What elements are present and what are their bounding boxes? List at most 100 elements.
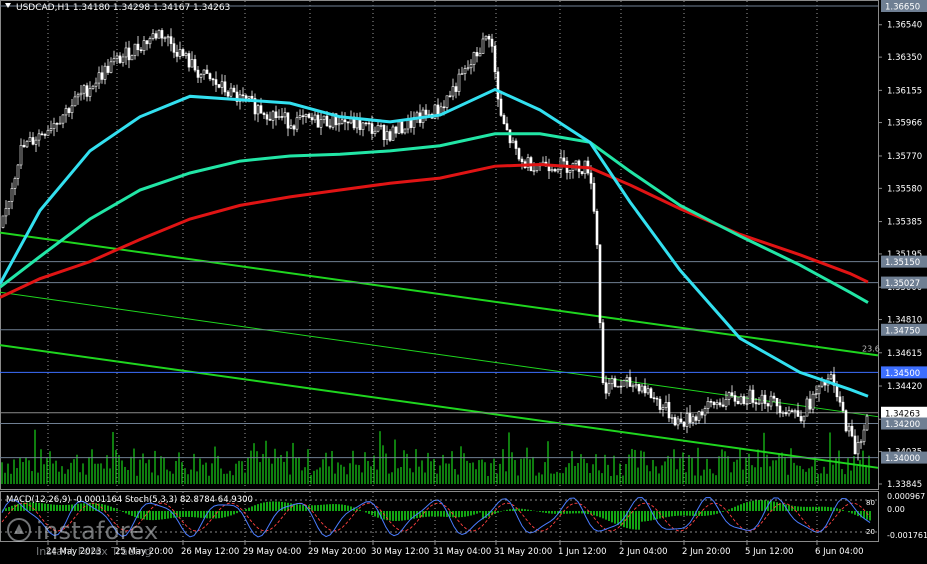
candle-body (718, 402, 722, 406)
candle-body (757, 402, 761, 405)
candle-body (157, 30, 161, 39)
candle-body (649, 388, 653, 398)
candle-body (607, 383, 611, 394)
candle-body (511, 140, 515, 144)
candle-body (85, 85, 89, 97)
stoch-level-label: 80 (866, 499, 875, 507)
level-price-label: 1.36650 (885, 3, 920, 13)
candle-body (280, 116, 284, 118)
time-tick-label: 24 May 2023 (46, 547, 101, 557)
candle-body (778, 405, 782, 414)
level-price-box (881, 417, 927, 430)
candle-body (859, 441, 863, 444)
price-tick-label: 1.36155 (887, 86, 922, 96)
candle-body (19, 144, 23, 166)
candle-body (799, 416, 803, 422)
candle-body (721, 404, 725, 407)
candle-body (70, 105, 74, 113)
candle-body (367, 122, 371, 125)
ma-mid-line (0, 132, 869, 304)
candle-body (490, 38, 494, 47)
level-price-label: 1.34263 (885, 409, 920, 419)
candle-body (169, 36, 173, 44)
candle-body (163, 37, 167, 40)
candle-body (241, 94, 245, 97)
candle-body (145, 40, 149, 45)
candle-body (715, 402, 719, 406)
candle-body (814, 393, 818, 396)
stoch-level-label: 20 (866, 528, 875, 536)
candle-body (289, 125, 293, 129)
candle-body (682, 421, 686, 427)
candle-body (661, 407, 665, 410)
candle-body (127, 47, 131, 61)
candle-body (637, 384, 641, 392)
candle-body (130, 55, 134, 61)
candle-body (526, 157, 530, 168)
candle-body (193, 59, 197, 71)
candle-body (151, 33, 155, 39)
candle-body (115, 55, 119, 59)
price-tick-label: 1.34810 (887, 316, 922, 326)
candle-body (454, 86, 458, 92)
candle-body (811, 393, 815, 410)
ma-slow-line (0, 162, 869, 299)
candle-body (199, 74, 203, 78)
candle-body (709, 401, 713, 403)
candle-body (724, 398, 728, 407)
candle-body (478, 53, 482, 57)
candle-body (46, 130, 50, 136)
time-tick-label: 2 Jun 20:00 (682, 547, 731, 557)
candle-body (97, 72, 101, 84)
candle-body (580, 171, 584, 175)
candle-body (220, 81, 224, 88)
candle-body (853, 435, 857, 455)
candle-body (838, 396, 842, 403)
candle-body (733, 395, 737, 402)
channel-lower-line (0, 344, 879, 469)
candle-body (862, 429, 866, 443)
level-price-box (881, 0, 927, 12)
candle-body (388, 131, 392, 141)
candle-body (748, 389, 752, 404)
candle-body (469, 64, 473, 69)
time-tick-label: 31 May 20:00 (494, 547, 552, 557)
candle-body (37, 133, 41, 141)
candle-body (256, 105, 260, 115)
candle-body (658, 398, 662, 410)
candle-body (595, 210, 599, 246)
candle-body (790, 410, 794, 412)
candle-body (772, 395, 776, 399)
candle-body (295, 117, 299, 130)
candle-body (472, 52, 476, 65)
fib-label: 23.6 (862, 345, 880, 354)
candle-body (433, 104, 437, 119)
candle-body (610, 378, 614, 385)
candle-body (745, 403, 749, 405)
candle-body (382, 125, 386, 140)
candle-body (109, 61, 113, 73)
candle-body (304, 114, 308, 117)
symbol-dropdown-icon (5, 3, 11, 8)
candle-body (676, 418, 680, 426)
candle-body (385, 131, 389, 140)
candle-body (313, 114, 317, 121)
level-price-label: 1.34200 (885, 420, 920, 430)
candle-body (706, 401, 710, 409)
candle-body (643, 385, 647, 394)
time-tick-label: 30 May 12:00 (371, 547, 429, 557)
candle-body (268, 118, 272, 121)
level-price-box (881, 276, 927, 289)
candle-body (58, 122, 62, 125)
candle-body (574, 160, 578, 164)
candle-body (793, 410, 797, 412)
candle-body (301, 115, 305, 118)
candle-body (307, 114, 311, 118)
candle-body (136, 43, 140, 51)
candle-body (4, 208, 8, 217)
instaforex-watermark: instaforex Instant Forex Trading (6, 513, 206, 563)
candle-body (172, 43, 176, 53)
candle-body (442, 106, 446, 109)
candle-body (298, 115, 302, 119)
